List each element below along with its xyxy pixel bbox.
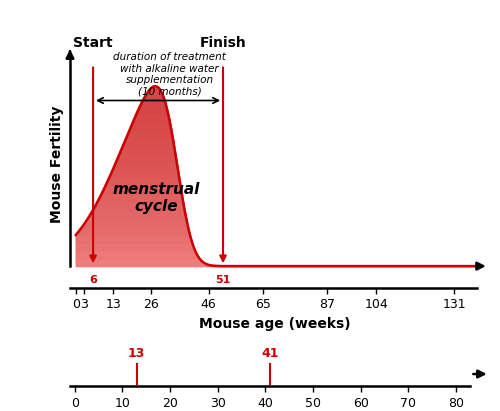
Text: 51: 51: [216, 275, 230, 285]
Text: 6: 6: [89, 275, 97, 285]
Text: 13: 13: [128, 347, 146, 360]
Text: 41: 41: [262, 347, 279, 360]
Text: menstrual
cycle: menstrual cycle: [113, 182, 200, 214]
X-axis label: Mouse age (weeks): Mouse age (weeks): [199, 316, 351, 331]
Text: Finish: Finish: [200, 36, 246, 50]
Text: duration of treatment
with alkaline water
supplementation
(10 months): duration of treatment with alkaline wate…: [113, 52, 226, 97]
Text: Start: Start: [74, 36, 113, 50]
Y-axis label: Mouse Fertility: Mouse Fertility: [50, 106, 64, 223]
